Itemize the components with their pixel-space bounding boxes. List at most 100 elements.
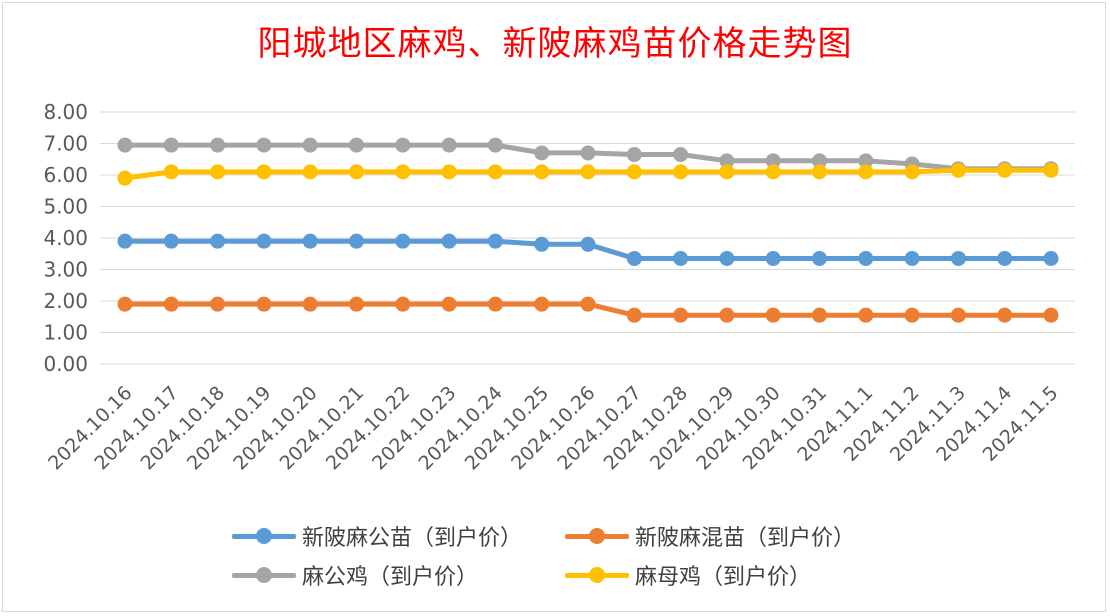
data-point [210, 233, 226, 249]
y-tick-label: 5.00 [43, 195, 88, 219]
data-point [858, 153, 874, 169]
data-point [812, 153, 827, 169]
data-point [950, 162, 966, 178]
data-point [719, 250, 735, 266]
data-point [210, 164, 226, 180]
data-point [858, 307, 874, 323]
data-point [765, 164, 781, 180]
data-point [765, 153, 781, 169]
data-point [256, 296, 272, 312]
legend-label-series-2: 新陂麻混苗（到户价） [635, 526, 856, 551]
legend-swatch-series-2 [565, 524, 629, 548]
data-point [163, 137, 179, 153]
x-axis-tick-labels: 2024.10.162024.10.172024.10.182024.10.19… [44, 382, 1062, 474]
data-point [487, 164, 503, 180]
data-point [904, 164, 920, 180]
data-point [395, 296, 411, 312]
data-point [580, 164, 596, 180]
data-point [950, 250, 966, 266]
legend-label-series-3: 麻公鸡（到户价） [302, 565, 479, 590]
data-point [302, 137, 318, 153]
data-point [441, 137, 457, 153]
data-point [812, 164, 827, 180]
data-point [765, 250, 781, 266]
data-point [580, 296, 596, 312]
series-points [117, 137, 1059, 323]
legend-item-series-1[interactable]: 新陂麻公苗（到户价） [232, 520, 522, 552]
data-point [858, 164, 874, 180]
legend-item-series-2[interactable]: 新陂麻混苗（到户价） [565, 520, 855, 552]
data-point [256, 137, 272, 153]
data-point [534, 236, 550, 252]
data-point [673, 250, 689, 266]
legend-swatch-series-4 [565, 563, 629, 587]
data-point [580, 236, 596, 252]
data-point [950, 307, 966, 323]
data-point [765, 307, 781, 323]
legend-swatch-series-3 [232, 563, 296, 587]
y-tick-label: 3.00 [43, 258, 88, 282]
data-point [349, 137, 364, 153]
data-point [626, 147, 642, 163]
data-point [904, 307, 920, 323]
data-point [349, 164, 364, 180]
data-point [302, 164, 318, 180]
chart-title: 阳城地区麻鸡、新陂麻鸡苗价格走势图 [257, 24, 853, 64]
data-point [117, 296, 133, 312]
data-point [719, 153, 735, 169]
data-point [441, 164, 457, 180]
data-point [163, 164, 179, 180]
legend-label-series-1: 新陂麻公苗（到户价） [302, 526, 523, 551]
y-tick-label: 2.00 [43, 289, 88, 313]
data-point [719, 307, 735, 323]
y-tick-label: 4.00 [43, 226, 88, 250]
data-point [210, 296, 226, 312]
legend-swatch-series-1 [232, 524, 296, 548]
y-tick-label: 8.00 [43, 100, 88, 124]
data-point [117, 233, 133, 249]
data-point [395, 137, 411, 153]
y-axis-tick-labels: 0.00 1.00 2.00 3.00 4.00 5.00 6.00 7.00 8.00 [43, 100, 88, 376]
y-tick-label: 6.00 [43, 163, 88, 187]
data-point [719, 164, 735, 180]
data-point [395, 233, 411, 249]
data-point [395, 164, 411, 180]
data-point [626, 307, 642, 323]
data-point [673, 147, 689, 163]
data-point [487, 233, 503, 249]
data-point [117, 170, 133, 186]
data-point [1043, 307, 1059, 323]
data-point [626, 250, 642, 266]
data-point [626, 164, 642, 180]
data-point [534, 145, 550, 161]
data-point [997, 250, 1013, 266]
data-point [163, 233, 179, 249]
data-point [1043, 250, 1059, 266]
data-point [673, 164, 689, 180]
data-point [302, 296, 318, 312]
data-point [349, 296, 364, 312]
data-point [673, 307, 689, 323]
data-point [256, 164, 272, 180]
data-point [534, 164, 550, 180]
data-point [441, 233, 457, 249]
data-point [997, 307, 1013, 323]
data-point [210, 137, 226, 153]
legend-item-series-3[interactable]: 麻公鸡（到户价） [232, 559, 478, 591]
data-point [441, 296, 457, 312]
data-point [117, 137, 133, 153]
data-point [487, 137, 503, 153]
data-point [1043, 162, 1059, 178]
y-tick-label: 0.00 [43, 352, 88, 376]
y-tick-label: 1.00 [43, 321, 88, 345]
data-point [534, 296, 550, 312]
data-point [487, 296, 503, 312]
data-point [349, 233, 364, 249]
legend-item-series-4[interactable]: 麻母鸡（到户价） [565, 559, 811, 591]
data-point [163, 296, 179, 312]
data-point [580, 145, 596, 161]
y-tick-label: 7.00 [43, 132, 88, 156]
